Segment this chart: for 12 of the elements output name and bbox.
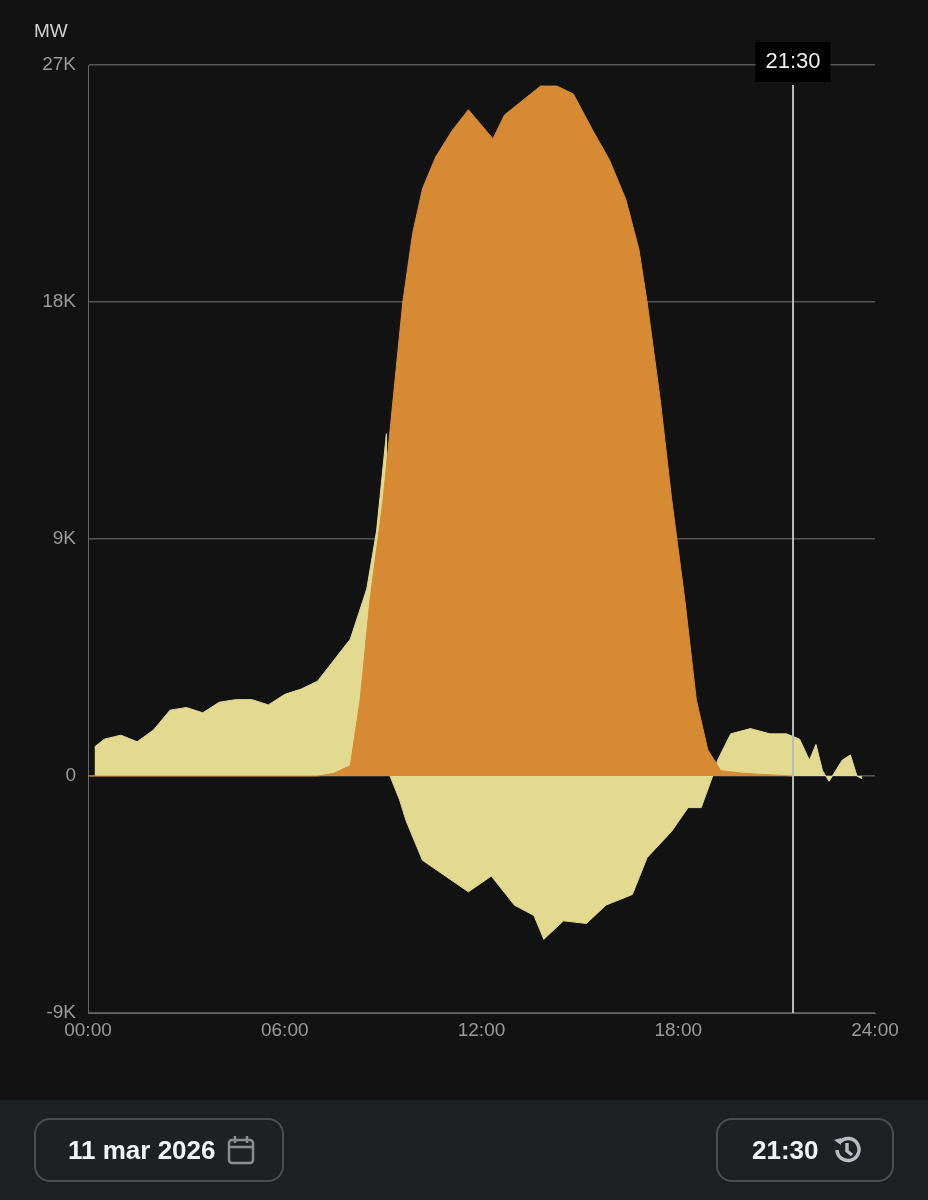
x-tick-label: 18:00 xyxy=(654,1018,703,1040)
y-tick-label: 9K xyxy=(52,527,77,549)
x-tick-label: 06:00 xyxy=(260,1018,309,1040)
ref-line-label: 21:30 xyxy=(765,48,821,74)
y-tick-label: 18K xyxy=(42,290,77,312)
text: 21:30 xyxy=(752,1134,819,1166)
y-axis-title: MW xyxy=(34,20,68,42)
y-tick-label: 27K xyxy=(42,53,77,75)
x-tick-label: 24:00 xyxy=(851,1018,899,1040)
y-tick-label: 0 xyxy=(65,764,76,786)
x-tick-label: 12:00 xyxy=(457,1018,506,1040)
text: 11 mar 2026 xyxy=(68,1134,216,1166)
